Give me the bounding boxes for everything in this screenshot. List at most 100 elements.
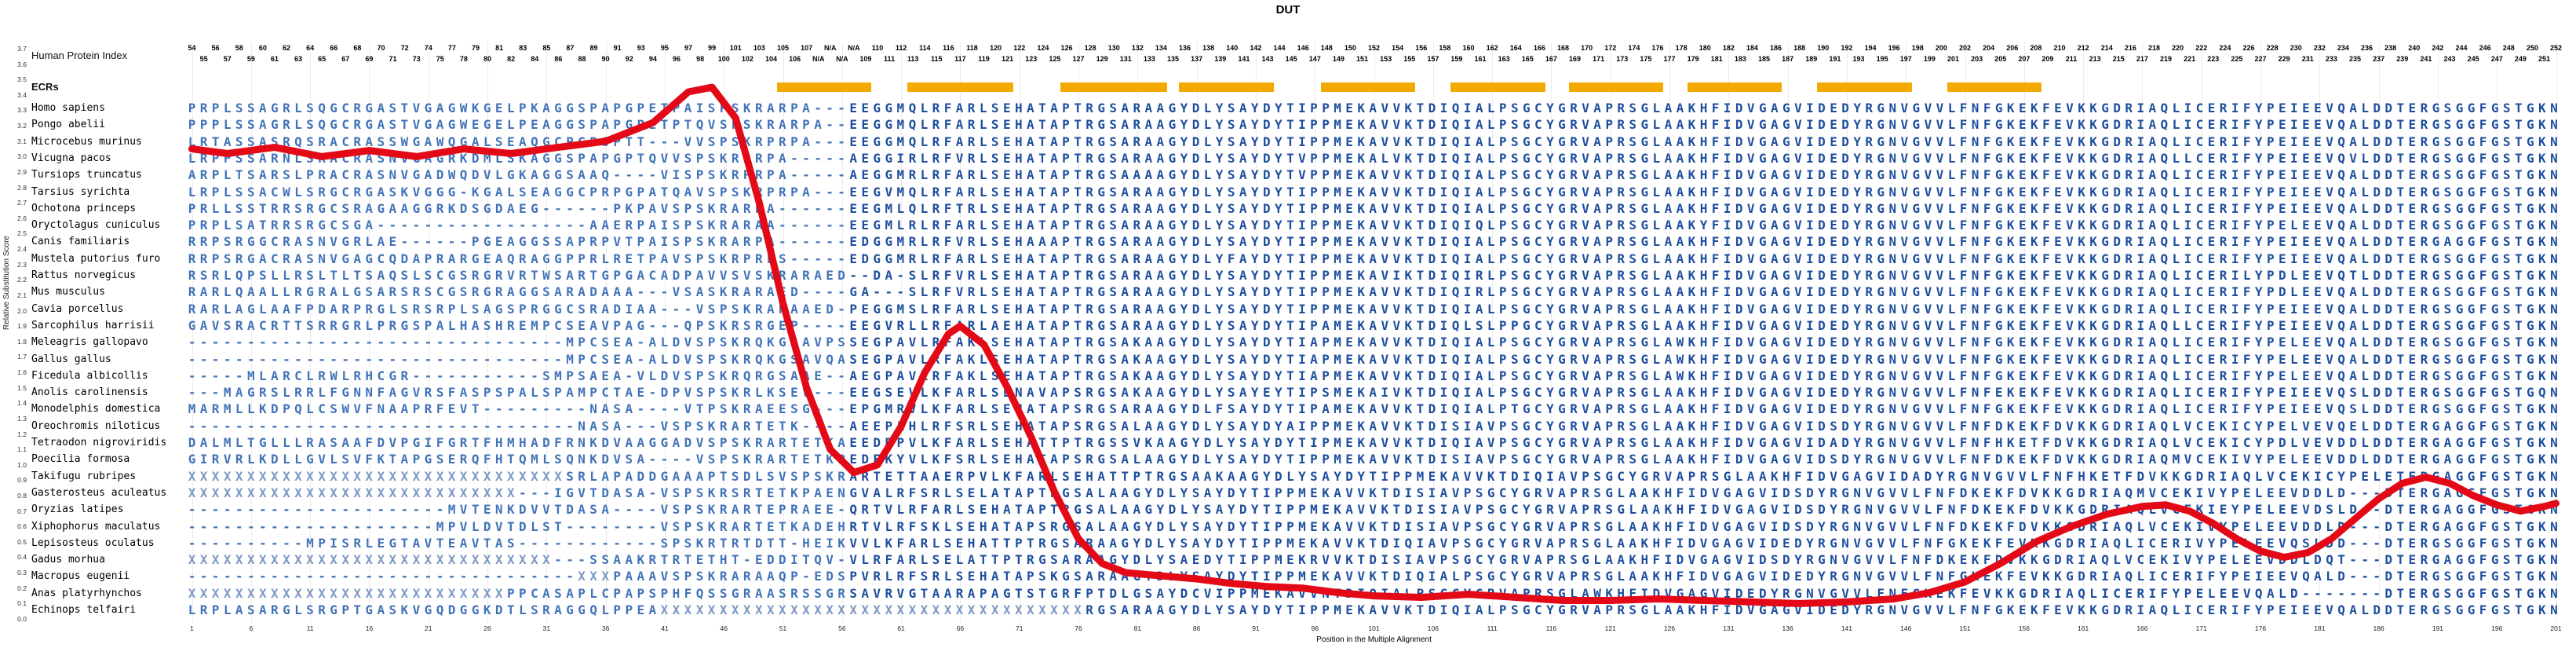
species-name: Homo sapiens xyxy=(31,102,105,114)
residue-index-label: 174 xyxy=(1628,44,1640,52)
residue-index-label: 87 xyxy=(566,44,575,52)
x-axis-tick-label: 81 xyxy=(1133,624,1142,632)
residue-index-label: 236 xyxy=(2361,44,2373,52)
residue-index-label: 77 xyxy=(447,44,456,52)
y-axis-tick-label: 1.5 xyxy=(17,383,27,392)
residue-index-label: 69 xyxy=(365,55,374,63)
residue-index-label: N/A xyxy=(812,55,825,63)
species-name: Tetraodon nigroviridis xyxy=(31,437,167,448)
residue-index-label: 157 xyxy=(1427,55,1439,63)
residue-index-label: 116 xyxy=(943,44,954,52)
species-name: Anolis carolinensis xyxy=(31,386,148,399)
residue-index-label: 188 xyxy=(1793,44,1806,52)
residue-index-label: 84 xyxy=(531,55,539,63)
y-axis-tick-label: 2.8 xyxy=(17,183,27,192)
residue-index-label: 228 xyxy=(2266,44,2279,52)
residue-index-label: 71 xyxy=(389,55,397,63)
residue-index-label: 178 xyxy=(1675,44,1688,52)
residue-index-label: 93 xyxy=(637,44,645,52)
x-axis-tick-label: 31 xyxy=(542,624,551,632)
y-axis-tick-label: 0.8 xyxy=(17,491,27,500)
residue-index-label: 135 xyxy=(1166,55,1180,63)
residue-index-label: 212 xyxy=(2077,44,2089,52)
y-axis-tick-label: 0.6 xyxy=(17,522,27,531)
residue-index-label: 192 xyxy=(1841,44,1853,52)
residue-index-label: 161 xyxy=(1474,55,1487,63)
residue-index-label: 121 xyxy=(1002,55,1014,63)
x-axis-tick-label: 111 xyxy=(1487,624,1498,632)
x-axis-tick-label: 126 xyxy=(1663,624,1676,632)
residue-index-label: 117 xyxy=(954,55,966,63)
residue-index-label: 190 xyxy=(1817,44,1830,52)
residue-index-label: 179 xyxy=(1687,55,1699,63)
residue-index-label: 163 xyxy=(1498,55,1510,63)
residue-index-label: 91 xyxy=(613,44,622,52)
residue-index-label: 89 xyxy=(589,44,598,52)
residue-index-label: 100 xyxy=(717,55,730,63)
residue-index-label: 99 xyxy=(708,44,717,52)
residue-index-label: 150 xyxy=(1344,44,1356,52)
x-axis-tick-label: 136 xyxy=(1782,624,1793,632)
species-name: Macropus eugenii xyxy=(31,570,130,583)
residue-index-label: 110 xyxy=(871,44,884,52)
ecr-bar xyxy=(1320,82,1416,92)
y-axis-tick-label: 1.4 xyxy=(17,399,27,408)
x-axis-tick-label: 71 xyxy=(1015,624,1023,632)
residue-index-label: 152 xyxy=(1368,44,1381,52)
ecr-bar xyxy=(1179,82,1274,92)
species-name: Poecilia formosa xyxy=(31,453,130,466)
species-name: Anas platyrhynchos xyxy=(31,587,142,599)
residue-index-label: 98 xyxy=(696,55,705,63)
residue-index-label: 79 xyxy=(471,44,480,52)
residue-index-label: 220 xyxy=(2172,44,2184,52)
residue-index-label: 225 xyxy=(2231,55,2243,63)
x-axis-tick-label: 171 xyxy=(2195,624,2207,632)
residue-index-label: N/A xyxy=(836,55,848,63)
residue-index-label: 173 xyxy=(1616,55,1629,63)
residue-index-label: 169 xyxy=(1569,55,1582,63)
residue-index-label: 224 xyxy=(2219,44,2231,52)
residue-index-label: 247 xyxy=(2490,55,2503,63)
residue-index-label: 187 xyxy=(1782,55,1794,63)
x-axis-tick-label: 191 xyxy=(2432,624,2444,632)
species-name: Monodelphis domestica xyxy=(31,403,161,416)
residue-index-label: 56 xyxy=(211,44,220,52)
y-axis-tick-label: 3.0 xyxy=(17,152,27,161)
x-axis-tick-label: 201 xyxy=(2550,624,2562,632)
species-name: Gadus morhua xyxy=(31,554,105,566)
x-axis-tick-label: 6 xyxy=(249,624,254,632)
residue-index-label: 141 xyxy=(1238,55,1250,63)
residue-index-label: 57 xyxy=(223,55,232,63)
residue-index-label: 167 xyxy=(1545,55,1557,63)
residue-index-label: 61 xyxy=(270,55,279,63)
y-axis-tick-label: 3.3 xyxy=(17,106,27,115)
residue-index-label: 146 xyxy=(1297,44,1309,52)
residue-index-label: 202 xyxy=(1959,44,1972,52)
residue-index-label: 195 xyxy=(1876,55,1888,63)
residue-index-label: 238 xyxy=(2384,44,2397,52)
residue-index-label: 68 xyxy=(353,44,362,52)
species-name: Lepisosteus oculatus xyxy=(31,536,155,549)
residue-index-label: 181 xyxy=(1710,55,1723,63)
species-name: Gallus gallus xyxy=(31,353,111,365)
residue-index-label: 191 xyxy=(1829,55,1841,63)
residue-index-label: 140 xyxy=(1226,44,1239,52)
residue-index-label: 230 xyxy=(2290,44,2302,52)
residue-index-label: 204 xyxy=(1983,44,1995,52)
residue-index-label: 193 xyxy=(1852,55,1865,63)
residue-index-label: 155 xyxy=(1403,55,1416,63)
residue-index-label: 70 xyxy=(377,44,385,52)
ecr-bar xyxy=(1060,82,1167,92)
residue-index-label: 136 xyxy=(1179,44,1191,52)
